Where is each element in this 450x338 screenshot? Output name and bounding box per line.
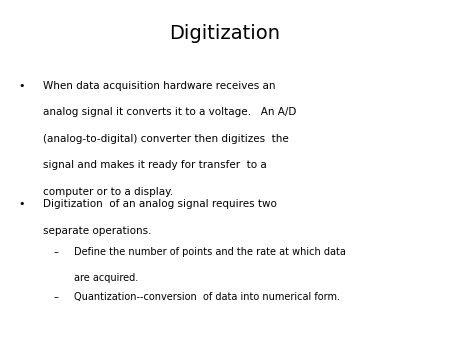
Text: Digitization  of an analog signal requires two: Digitization of an analog signal require… xyxy=(43,199,277,210)
Text: signal and makes it ready for transfer  to a: signal and makes it ready for transfer t… xyxy=(43,160,266,170)
Text: –: – xyxy=(54,247,59,257)
Text: separate operations.: separate operations. xyxy=(43,226,151,236)
Text: (analog-to-digital) converter then digitizes  the: (analog-to-digital) converter then digit… xyxy=(43,134,288,144)
Text: analog signal it converts it to a voltage.   An A/D: analog signal it converts it to a voltag… xyxy=(43,107,296,118)
Text: Quantization--conversion  of data into numerical form.: Quantization--conversion of data into nu… xyxy=(74,292,340,303)
Text: –: – xyxy=(54,292,59,303)
Text: When data acquisition hardware receives an: When data acquisition hardware receives … xyxy=(43,81,275,91)
Text: are acquired.: are acquired. xyxy=(74,273,139,283)
Text: •: • xyxy=(18,199,24,210)
Text: computer or to a display.: computer or to a display. xyxy=(43,187,173,197)
Text: Define the number of points and the rate at which data: Define the number of points and the rate… xyxy=(74,247,346,257)
Text: Digitization: Digitization xyxy=(170,24,280,43)
Text: •: • xyxy=(18,81,24,91)
